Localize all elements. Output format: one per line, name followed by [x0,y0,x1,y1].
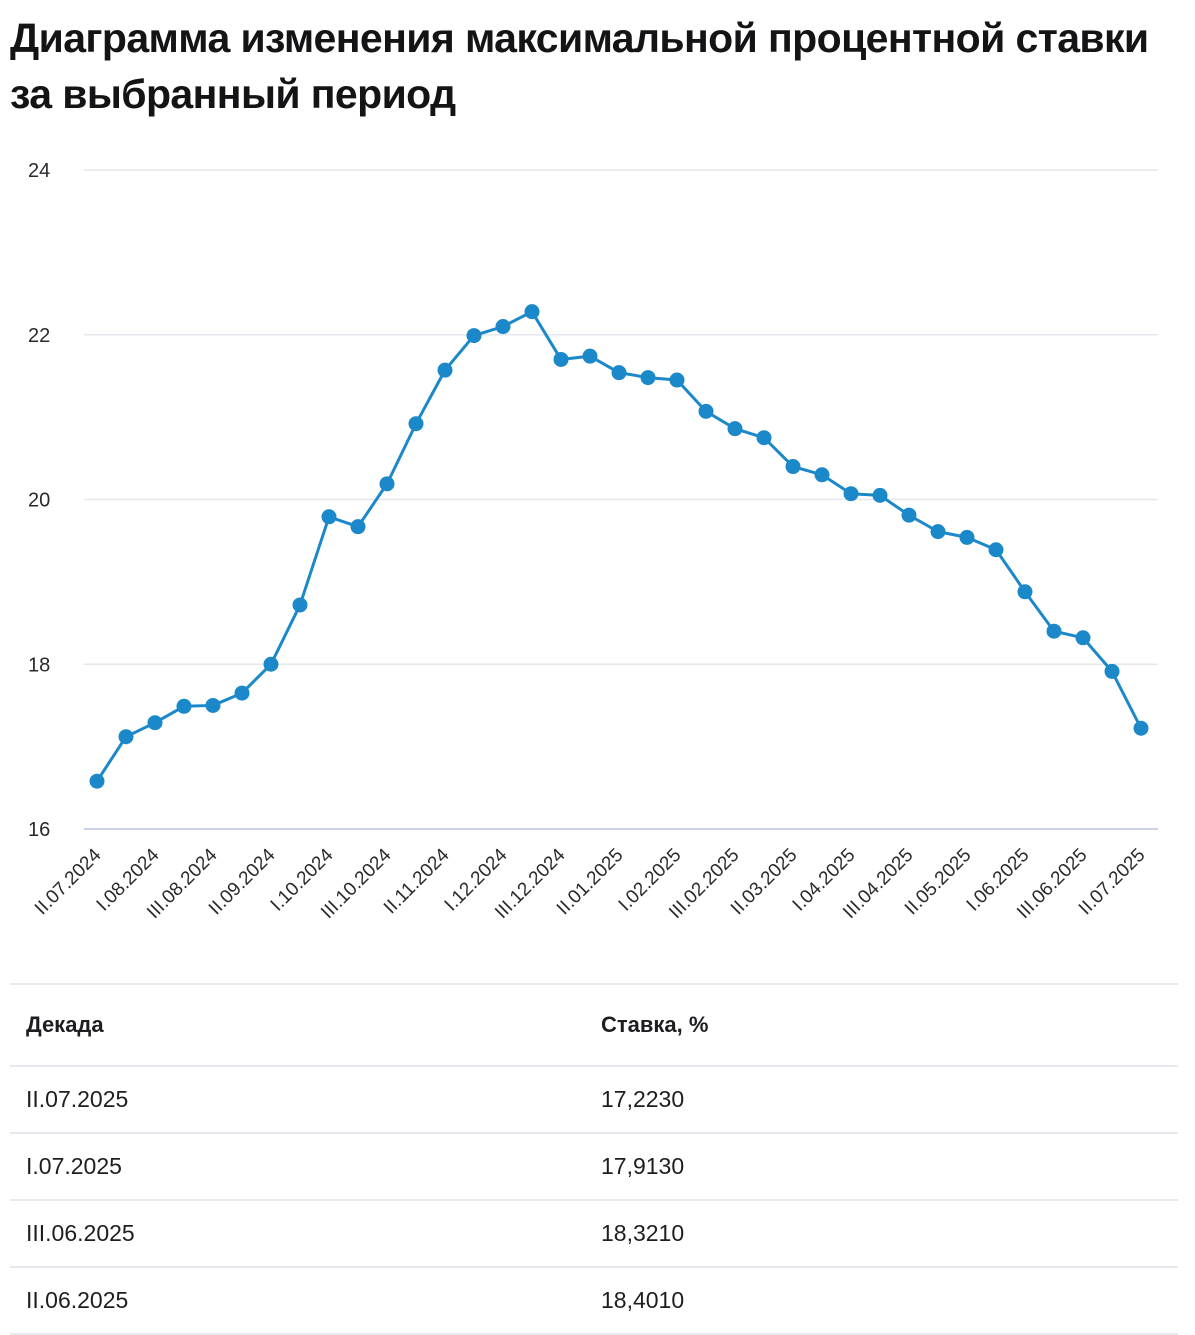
data-point [1075,630,1091,646]
data-point [640,370,656,386]
cell-decade: II.07.2025 [26,1086,129,1112]
data-point [495,319,511,335]
table-row: III.06.2025 18,3210 [10,1201,1178,1268]
data-point [814,467,830,483]
data-point [176,698,192,714]
cell-decade: I.07.2025 [26,1153,122,1179]
data-point [524,304,540,320]
data-point [408,416,424,432]
page-title: Диаграмма изменения максимальной процент… [10,15,1149,117]
table-row: II.07.2025 17,2230 [10,1067,1178,1134]
data-point [263,656,279,672]
data-point [350,519,366,535]
data-point [379,476,395,492]
data-point [1017,584,1033,600]
data-point [988,542,1004,558]
data-point [147,715,163,731]
data-point [466,328,482,344]
rates-table: Декада Ставка, % II.07.2025 17,2230 I.07… [10,983,1178,1335]
data-point [930,524,946,540]
y-tick-label: 22 [28,325,50,347]
table-header-row: Декада Ставка, % [10,985,1178,1067]
y-axis-ticks: 16 18 20 22 24 [28,160,50,841]
chart-grid [84,169,1158,830]
rate-line-chart: 16 18 20 22 24 II.07.2024I.08.2024III.08.202… [28,160,1158,923]
data-point [1133,720,1149,736]
cell-rate: 17,9130 [601,1153,685,1179]
data-point [437,362,453,378]
data-point [756,430,772,446]
data-point [959,529,975,545]
series-points [89,304,1149,789]
data-point [843,486,859,502]
y-tick-label: 18 [28,654,50,676]
cell-rate: 17,2230 [601,1086,685,1112]
cell-decade: III.06.2025 [26,1220,135,1246]
cell-rate: 18,3210 [601,1220,685,1246]
data-point [234,685,250,701]
y-tick-label: 24 [28,160,50,182]
data-point [611,365,627,381]
data-point [727,421,743,437]
x-tick-label: II.07.2024 [31,844,106,919]
header-rate: Ставка, % [601,1012,709,1037]
header-decade: Декада [26,1012,104,1037]
data-point [321,509,337,525]
data-point [205,697,221,713]
table-row: I.07.2025 17,9130 [10,1134,1178,1201]
data-point [872,487,888,503]
data-point [1046,623,1062,639]
data-point [118,729,134,745]
y-tick-label: 16 [28,819,50,841]
cell-decade: II.06.2025 [26,1287,129,1313]
data-point [292,597,308,613]
data-point [553,351,569,367]
series-line [95,310,1143,783]
y-tick-label: 20 [28,490,50,512]
data-point [698,403,714,419]
table-row: II.06.2025 18,4010 [10,1268,1178,1335]
data-point [1104,663,1120,679]
data-point [582,348,598,364]
data-point [89,773,105,789]
data-point [669,372,685,388]
data-point [785,459,801,475]
x-axis-ticks: II.07.2024I.08.2024III.08.2024II.09.2024… [31,844,1150,923]
data-point [901,507,917,523]
cell-rate: 18,4010 [601,1287,685,1313]
